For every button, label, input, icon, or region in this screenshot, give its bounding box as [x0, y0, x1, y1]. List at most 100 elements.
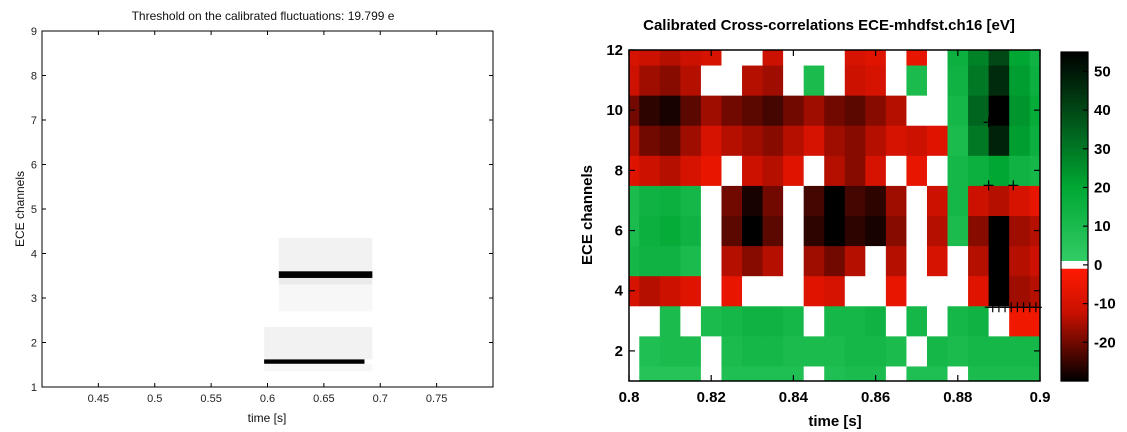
colorbar-tick-label: 30 [1094, 141, 1111, 158]
colorbar-segment [1061, 197, 1088, 200]
heatmap-cell [885, 275, 907, 307]
heatmap-cell [844, 275, 866, 307]
heatmap-cell [885, 215, 907, 247]
colorbar-segment [1061, 104, 1088, 107]
heatmap-cell [906, 335, 928, 367]
y-tick-label: 4 [31, 249, 37, 261]
colorbar-segment [1061, 241, 1088, 245]
heatmap-cell [762, 155, 784, 186]
heatmap-cell [264, 326, 373, 360]
colorbar-segment [1061, 77, 1088, 80]
colorbar-segment [1061, 224, 1088, 227]
heatmap-cell [639, 305, 661, 337]
colorbar-segment [1061, 75, 1088, 78]
threshold-chart: Threshold on the calibrated fluctuations… [13, 9, 494, 425]
colorbar-segment [1061, 146, 1088, 150]
heatmap-cell [680, 365, 702, 382]
colorbar-segment [1061, 166, 1088, 169]
colorbar-segment [1061, 133, 1088, 136]
y-axis: 1 2 3 4 5 6 7 8 9 [31, 26, 493, 394]
colorbar-tick-label: 10 [1094, 218, 1111, 235]
heatmap-cell [680, 185, 702, 216]
heatmap-cell [968, 155, 990, 186]
colorbar-segment [1061, 63, 1088, 67]
heatmap-cell [906, 65, 928, 96]
heatmap-cell [865, 95, 887, 126]
heatmap-cell [947, 335, 969, 367]
heatmap-cell [700, 155, 722, 186]
y-tick-label: 6 [31, 160, 37, 172]
heatmap-cell [783, 305, 805, 337]
colorbar-segment [1061, 73, 1088, 76]
colorbar-segment [1061, 245, 1088, 249]
heatmap-cell [947, 65, 969, 96]
heatmap-cell [906, 245, 928, 277]
heatmap-cell [968, 125, 990, 156]
colorbar-segment [1061, 199, 1088, 202]
heatmap-cell [968, 245, 990, 277]
heatmap-cell [906, 50, 928, 66]
heatmap-cell [885, 365, 907, 382]
colorbar-segment [1061, 303, 1088, 307]
heatmap-cell [659, 185, 681, 216]
heatmap-cell [968, 365, 990, 382]
heatmap-cell [885, 245, 907, 277]
heatmap-cell [680, 65, 702, 96]
heatmap-cell [659, 125, 681, 156]
colorbar-segment [1061, 212, 1088, 216]
heatmap-cell [824, 245, 846, 277]
heatmap-cell [824, 335, 846, 367]
colorbar-segment [1061, 171, 1088, 175]
heatmap-cell [906, 275, 928, 307]
colorbar-segment [1061, 361, 1088, 365]
colorbar-segment [1061, 230, 1088, 233]
colorbar-segment [1061, 148, 1088, 152]
colorbar-segment [1061, 195, 1088, 198]
y-axis-label: ECE channels [13, 171, 27, 247]
heatmap-cell [783, 245, 805, 277]
x-tick-label: 0.65 [313, 393, 334, 405]
heatmap-cell [659, 275, 681, 307]
colorbar-segment [1061, 125, 1088, 129]
colorbar-segment [1061, 137, 1088, 140]
colorbar-segment [1061, 59, 1088, 63]
heatmap-cell [824, 305, 846, 337]
heatmap-cell [926, 95, 949, 126]
y-axis: 2 4 6 8 10 12 [606, 42, 1040, 360]
colorbar-segment [1061, 173, 1088, 177]
heatmap-cell [926, 65, 949, 96]
cross-marker [983, 180, 994, 191]
heatmap-cell [700, 215, 722, 247]
x-axis-label: time [s] [808, 413, 861, 430]
heatmap-cell [700, 365, 722, 382]
heatmap-cells [629, 50, 1041, 382]
heatmap-cell [803, 215, 825, 247]
heatmap-cell [803, 95, 825, 126]
colorbar-tick-label: -20 [1094, 334, 1116, 351]
heatmap-cell [824, 185, 846, 216]
heatmap-cell [906, 125, 928, 156]
heatmap-cell [629, 50, 640, 66]
heatmap-cell [947, 215, 969, 247]
colorbar-segment [1061, 144, 1088, 148]
colorbar-segment [1061, 179, 1088, 183]
heatmap-cell [783, 365, 805, 382]
colorbar-segment [1061, 90, 1088, 94]
colorbar-segment [1061, 328, 1088, 332]
colorbar-segment [1061, 98, 1088, 101]
y-tick-label: 10 [606, 102, 623, 119]
x-axis: 0.8 0.82 0.84 0.86 0.88 0.9 [619, 50, 1050, 406]
colorbar-segment [1061, 206, 1088, 210]
colorbar-segment [1061, 84, 1088, 88]
heatmap-cell [865, 245, 887, 277]
heatmap-cell [865, 215, 887, 247]
heatmap-cell [659, 365, 681, 382]
colorbar-segment [1061, 162, 1088, 165]
colorbar-segment [1061, 106, 1088, 109]
colorbar-segment [1061, 276, 1088, 280]
colorbar-segment [1061, 131, 1088, 134]
heatmap-cell [783, 185, 805, 216]
heatmap-cell [947, 305, 969, 337]
colorbar-segment [1061, 61, 1088, 65]
colorbar-segment [1061, 189, 1088, 192]
